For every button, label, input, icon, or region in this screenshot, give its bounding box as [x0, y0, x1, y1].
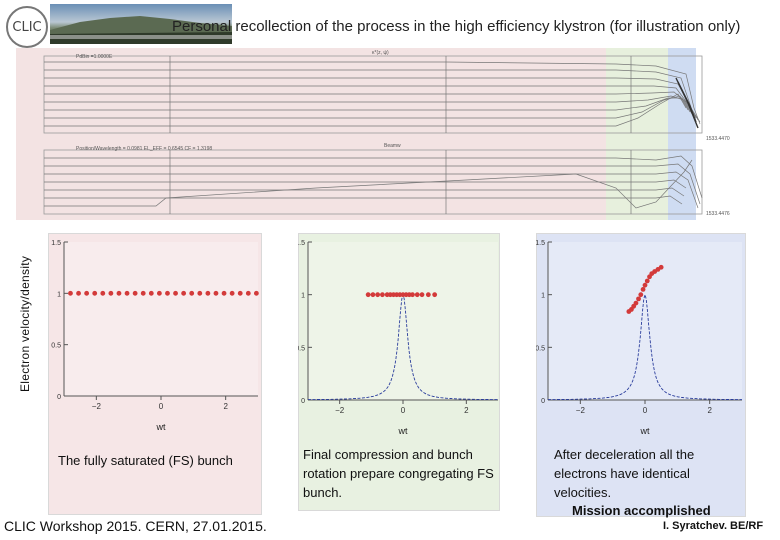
chart-fs-bunch: 0 0.5 1 1.5 −2 0 2 wt [51, 240, 259, 432]
upper-plot-header-center: κ*(z, ψ) [372, 50, 389, 56]
data-point [410, 292, 415, 298]
y-tick-label: 1 [301, 293, 305, 300]
author-text: I. Syratchev. BE/RF [663, 520, 764, 532]
x-axis-label: wt [156, 422, 166, 432]
x-tick-label: −2 [335, 406, 345, 415]
data-point [640, 287, 646, 292]
mission-text: Mission accomplished [572, 503, 711, 518]
data-point [253, 290, 259, 296]
y-tick-label: 0.5 [51, 343, 61, 350]
data-point [213, 290, 219, 296]
data-point [92, 290, 98, 296]
x-tick-label: 2 [707, 406, 712, 415]
x-tick-label: 0 [159, 402, 164, 411]
panel-deceleration [536, 233, 746, 517]
plot-area [308, 242, 498, 400]
lower-plot-header-left: Position/Wavelength = 0.0981 EL_EFF = 0.… [76, 146, 213, 152]
chart-deceleration: 0 0.5 1 1.5 −2 0 2 wt [536, 240, 742, 434]
x-axis-label: wt [640, 426, 650, 434]
upper-plot-header-left: PdBin =1.0000E [76, 54, 113, 60]
data-point [148, 290, 154, 296]
caption-compression: Final compression and bunch rotation pre… [303, 447, 494, 500]
data-point [636, 296, 641, 302]
data-point [197, 290, 203, 296]
caption-fs-bunch: The fully saturated (FS) bunch [58, 453, 233, 468]
data-point [84, 290, 90, 296]
data-point [189, 290, 195, 296]
data-point [140, 290, 146, 296]
slide-title: Personal recollection of the process in … [172, 18, 741, 35]
data-point [419, 292, 425, 298]
data-point [108, 290, 114, 296]
panel-compression [298, 233, 500, 511]
y-tick-label: 1.5 [298, 240, 305, 247]
caption-deceleration: After deceleration all the electrons hav… [554, 447, 695, 500]
simulation-plots-image [16, 48, 716, 220]
data-point [644, 278, 650, 284]
data-point [633, 300, 639, 306]
data-point [116, 290, 122, 296]
data-point [229, 290, 235, 296]
data-point [237, 290, 243, 296]
data-point [221, 290, 227, 296]
y-tick-label: 1 [541, 293, 545, 300]
data-point [375, 292, 381, 298]
data-point [638, 292, 644, 298]
x-tick-label: 2 [223, 402, 228, 411]
simulation-plots: PdBin =1.0000E κ*(z, ψ) 1533.4470 Positi… [16, 48, 762, 220]
data-point [425, 292, 431, 298]
data-point [365, 292, 371, 298]
clic-logo: CLIC [6, 6, 48, 48]
data-point [658, 264, 664, 270]
plot-area [548, 242, 742, 400]
y-tick-label: 0 [57, 394, 61, 401]
mountain-banner-image [50, 4, 232, 44]
density-curve [548, 293, 742, 401]
data-point [165, 290, 170, 296]
lower-plot-header-center: Beamw [384, 143, 401, 149]
data-point [370, 292, 376, 298]
x-tick-label: −2 [576, 406, 586, 415]
data-point [432, 292, 438, 298]
x-tick-label: 0 [643, 406, 648, 415]
data-point [124, 290, 130, 296]
lower-plot-right-value: 1533.4476 [706, 211, 730, 217]
y-tick-label: 0.5 [536, 345, 545, 352]
panel-fs-bunch [48, 233, 262, 515]
y-tick-label: 1.5 [51, 240, 61, 247]
x-tick-label: −2 [92, 402, 102, 411]
data-point [642, 282, 648, 288]
x-tick-label: 2 [464, 406, 469, 415]
y-tick-label: 1 [57, 291, 61, 298]
y-tick-label: 0 [541, 398, 545, 405]
y-tick-label: 0 [301, 398, 305, 405]
data-point [414, 292, 420, 298]
y-tick-label: 0.5 [298, 345, 305, 352]
data-point [245, 290, 251, 296]
upper-plot-right-value: 1533.4470 [706, 136, 730, 142]
y-axis-label: Electron velocity/density [18, 255, 32, 392]
x-axis-label: wt [398, 426, 408, 434]
footer-text: CLIC Workshop 2015. CERN, 27.01.2015. [4, 518, 267, 534]
data-point [132, 290, 138, 296]
chart-compression: 0 0.5 1 1.5 −2 0 2 wt [298, 240, 498, 434]
data-point [100, 290, 106, 296]
data-point [76, 290, 81, 296]
data-point [68, 290, 73, 296]
plot-area [64, 242, 258, 396]
x-tick-label: 0 [401, 406, 406, 415]
data-point [380, 292, 385, 298]
data-point [156, 290, 162, 296]
data-point [181, 290, 187, 296]
data-point [205, 290, 211, 296]
data-point [173, 290, 178, 296]
y-tick-label: 1.5 [536, 240, 545, 247]
mountain-landscape-icon [50, 16, 232, 44]
